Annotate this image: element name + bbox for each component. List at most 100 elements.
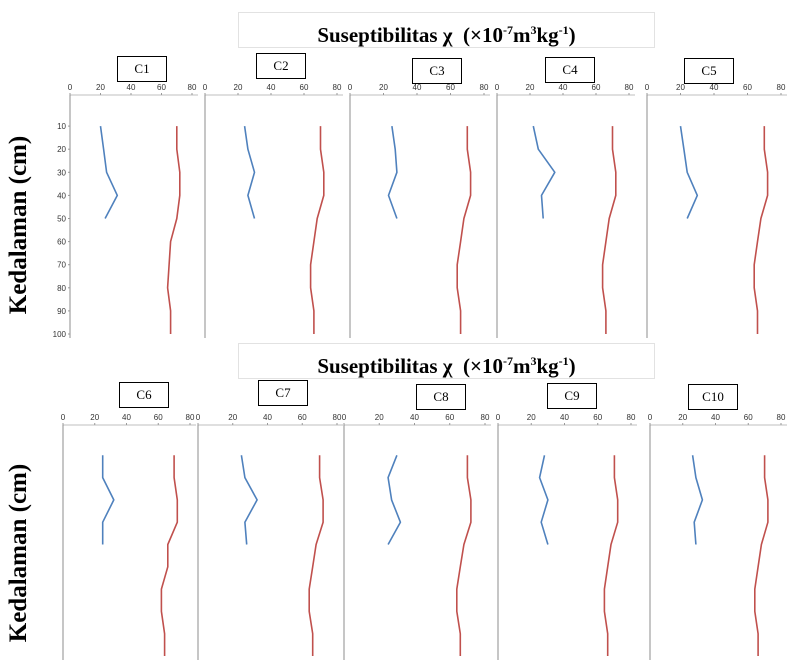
panel-c5: 0 20 40 60 80 — [645, 83, 787, 338]
blue-series-line — [691, 455, 704, 545]
x-tick-label: 80 — [188, 83, 197, 92]
x-tick-label: 20 — [90, 413, 99, 422]
title-text: Suseptibilitas — [317, 23, 438, 47]
blue-series-line — [243, 125, 256, 219]
blue-series-line — [532, 125, 556, 219]
x-tick-label: 0 — [68, 83, 73, 92]
panel-label-c10: C10 — [688, 384, 738, 410]
chi-symbol: χ — [442, 354, 453, 378]
x-tick-label: 40 — [413, 83, 422, 92]
x-tick-label: 40 — [122, 413, 131, 422]
blue-series-line — [387, 125, 398, 219]
x-tick-label: 60 — [298, 413, 307, 422]
panel-c3: 0 20 40 60 80 — [348, 83, 490, 338]
x-tick-label: 0 — [648, 413, 653, 422]
x-tick-label: 40 — [711, 413, 720, 422]
x-tick-label: 0 — [348, 83, 353, 92]
x-tick-label: 20 — [678, 413, 687, 422]
x-tick-label: 40 — [560, 413, 569, 422]
x-tick-label: 60 — [446, 83, 455, 92]
x-tick-label: 60 — [743, 83, 752, 92]
panel-c9: 0 20 40 60 80 — [496, 413, 637, 660]
red-series-line — [455, 455, 472, 656]
red-series-line — [603, 455, 619, 656]
panel-c10: 0 20 40 60 80 — [648, 413, 787, 660]
panel-c6: 0 20 40 60 80 — [61, 413, 196, 660]
panel-label-c8: C8 — [416, 384, 466, 410]
x-tick-label: 60 — [592, 83, 601, 92]
x-tick-label: 20 — [379, 83, 388, 92]
panel-label-c6: C6 — [119, 382, 169, 408]
panel-label-c1: C1 — [117, 56, 167, 82]
y-tick-label: 50 — [57, 215, 66, 224]
y-tick-label: 100 — [53, 330, 67, 339]
blue-series-line — [101, 455, 115, 545]
panel-label-c5: C5 — [684, 58, 734, 84]
x-tick-label: 20 — [526, 83, 535, 92]
red-series-line — [753, 455, 769, 656]
x-tick-label: 80 — [333, 413, 342, 422]
blue-series-line — [679, 125, 699, 219]
x-tick-label: 0 — [196, 413, 201, 422]
panel-c2: 0 20 40 60 80 — [203, 83, 343, 338]
x-tick-label: 40 — [559, 83, 568, 92]
x-tick-label: 0 — [645, 83, 650, 92]
red-series-line — [308, 455, 324, 656]
row-1-title: Suseptibilitas χ (×10-7m3kg-1) — [238, 12, 655, 48]
red-series-line — [456, 126, 472, 334]
x-tick-label: 60 — [300, 83, 309, 92]
title-text: Suseptibilitas — [317, 354, 438, 378]
x-tick-label: 20 — [676, 83, 685, 92]
blue-series-line — [387, 455, 402, 545]
x-tick-label: 60 — [157, 83, 166, 92]
y-tick-label: 10 — [57, 122, 66, 131]
y-tick-label: 40 — [57, 191, 66, 200]
x-tick-label: 60 — [744, 413, 753, 422]
panel-label-c9: C9 — [547, 383, 597, 409]
x-tick-label: 20 — [228, 413, 237, 422]
panel-c7: 0 20 40 60 80 — [196, 413, 343, 660]
x-tick-label: 80 — [480, 83, 489, 92]
title-unit: (×10-7m3kg-1) — [463, 23, 576, 47]
panel-label-c2: C2 — [256, 53, 306, 79]
panel-c4: 0 20 40 60 80 — [495, 83, 635, 338]
y-tick-label: 60 — [57, 238, 66, 247]
x-tick-label: 40 — [267, 83, 276, 92]
x-tick-label: 80 — [333, 83, 342, 92]
y-tick-label: 90 — [57, 307, 66, 316]
x-tick-label: 0 — [342, 413, 347, 422]
x-tick-label: 20 — [234, 83, 243, 92]
row-2-title: Suseptibilitas χ (×10-7m3kg-1) — [238, 343, 655, 379]
x-tick-label: 80 — [625, 83, 634, 92]
panel-label-c3: C3 — [412, 58, 462, 84]
blue-series-line — [538, 455, 549, 545]
x-tick-label: 40 — [710, 83, 719, 92]
x-tick-label: 40 — [410, 413, 419, 422]
red-series-line — [601, 126, 617, 334]
x-tick-label: 20 — [96, 83, 105, 92]
y-tick-label: 20 — [57, 145, 66, 154]
red-series-line — [160, 455, 179, 656]
x-tick-label: 80 — [627, 413, 636, 422]
x-tick-label: 60 — [593, 413, 602, 422]
x-tick-label: 0 — [203, 83, 208, 92]
x-tick-label: 20 — [375, 413, 384, 422]
y-tick-label: 80 — [57, 284, 66, 293]
panel-label-c4: C4 — [545, 57, 595, 83]
panel-label-c7: C7 — [258, 380, 308, 406]
x-tick-label: 40 — [127, 83, 136, 92]
red-series-line — [753, 126, 769, 334]
x-tick-label: 40 — [263, 413, 272, 422]
x-tick-label: 80 — [777, 83, 786, 92]
x-tick-label: 60 — [154, 413, 163, 422]
blue-series-line — [240, 455, 258, 545]
panel-c8: 0 20 40 60 80 — [342, 413, 491, 660]
blue-series-line — [99, 125, 119, 219]
chi-symbol: χ — [442, 23, 453, 47]
x-tick-label: 80 — [186, 413, 195, 422]
panel-c1: 0 20 40 60 80 10 20 30 40 50 60 70 80 90 100 — [53, 83, 198, 339]
red-series-line — [309, 126, 325, 334]
x-tick-label: 80 — [777, 413, 786, 422]
y-tick-label: 70 — [57, 261, 66, 270]
